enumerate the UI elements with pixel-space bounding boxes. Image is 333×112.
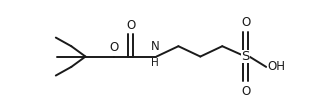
Text: N: N	[151, 40, 160, 53]
Text: O: O	[126, 19, 135, 32]
Text: O: O	[241, 16, 250, 29]
Text: S: S	[241, 50, 250, 63]
Text: O: O	[109, 41, 119, 54]
Text: H: H	[151, 58, 159, 68]
Text: OH: OH	[267, 60, 285, 73]
Text: O: O	[241, 85, 250, 98]
